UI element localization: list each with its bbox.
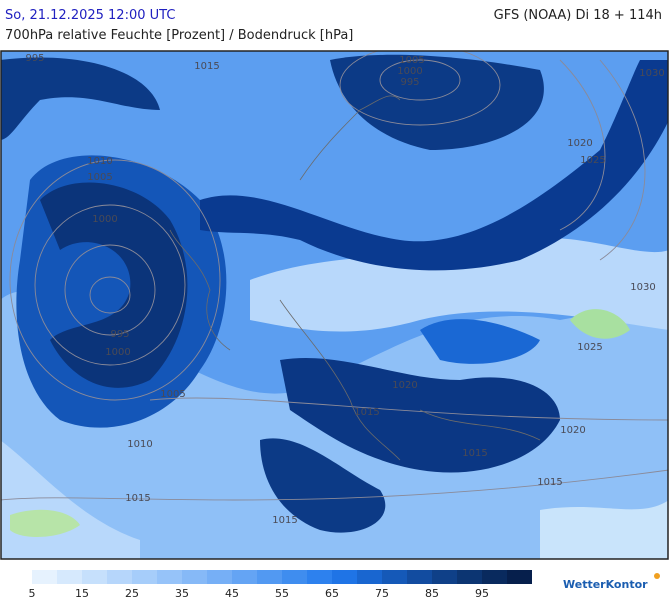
legend-label: 65	[325, 587, 339, 600]
legend-swatch	[232, 570, 257, 584]
legend-swatch	[157, 570, 182, 584]
legend-label: 35	[175, 587, 189, 600]
legend-label: 15	[75, 587, 89, 600]
isobar-label: 1025	[580, 155, 605, 166]
legend-swatch	[507, 570, 532, 584]
model-run: GFS (NOAA) Di 18 + 114h	[494, 8, 662, 23]
legend-swatch	[432, 570, 457, 584]
isobar-label: 1000	[92, 214, 117, 225]
isobar-label: 1020	[560, 425, 585, 436]
legend-swatch	[207, 570, 232, 584]
isobar-label: 1030	[639, 68, 664, 79]
isobar-label: 1000	[397, 66, 422, 77]
legend-swatch	[282, 570, 307, 584]
isobar-label: 1020	[392, 380, 417, 391]
legend-label: 5	[29, 587, 36, 600]
isobar-label: 1020	[567, 138, 592, 149]
isobar-label: 1005	[160, 389, 185, 400]
subtitle: 700hPa relative Feuchte [Prozent] / Bode…	[5, 28, 353, 43]
isobar-label: 1005	[87, 172, 112, 183]
legend-label: 95	[475, 587, 489, 600]
isobar-label: 1010	[87, 156, 112, 167]
legend-swatch	[182, 570, 207, 584]
color-legend: 5 15 25 35 45 55 65 75 85 95	[29, 570, 532, 600]
isobar-label: 1025	[577, 342, 602, 353]
legend-swatch	[457, 570, 482, 584]
legend-swatch	[32, 570, 57, 584]
isobar-label: 1015	[194, 61, 219, 72]
legend-swatch	[332, 570, 357, 584]
isobar-label: 1015	[537, 477, 562, 488]
legend-swatch	[107, 570, 132, 584]
legend-swatch	[132, 570, 157, 584]
isobar-label: 1000	[105, 347, 130, 358]
isobar-label: 1005	[399, 55, 424, 66]
map	[1, 51, 668, 559]
legend-label: 25	[125, 587, 139, 600]
legend-label: 75	[375, 587, 389, 600]
legend-swatch	[357, 570, 382, 584]
isobar-label: 995	[400, 77, 419, 88]
legend-swatch	[257, 570, 282, 584]
isobar-label: 995	[110, 329, 129, 340]
legend-swatch	[482, 570, 507, 584]
legend-label: 55	[275, 587, 289, 600]
legend-swatch	[57, 570, 82, 584]
logo-text: WetterKontor	[563, 578, 648, 591]
isobar-label: 1010	[127, 439, 152, 450]
legend-label: 45	[225, 587, 239, 600]
legend-label: 85	[425, 587, 439, 600]
legend-swatch	[407, 570, 432, 584]
legend-swatch	[82, 570, 107, 584]
isobar-label: 1015	[354, 407, 379, 418]
isobar-label: 1030	[630, 282, 655, 293]
isobar-label: 1015	[125, 493, 150, 504]
logo: WetterKontor	[563, 573, 660, 591]
datetime: So, 21.12.2025 12:00 UTC	[5, 8, 175, 23]
isobar-label: 1015	[462, 448, 487, 459]
isobar-labels: 9951015100510009951030102010251010100510…	[25, 53, 664, 526]
isobar-label: 1015	[272, 515, 297, 526]
legend-swatch	[382, 570, 407, 584]
isobar-label: 995	[25, 53, 44, 64]
map-frame	[0, 50, 669, 560]
legend-swatch	[307, 570, 332, 584]
